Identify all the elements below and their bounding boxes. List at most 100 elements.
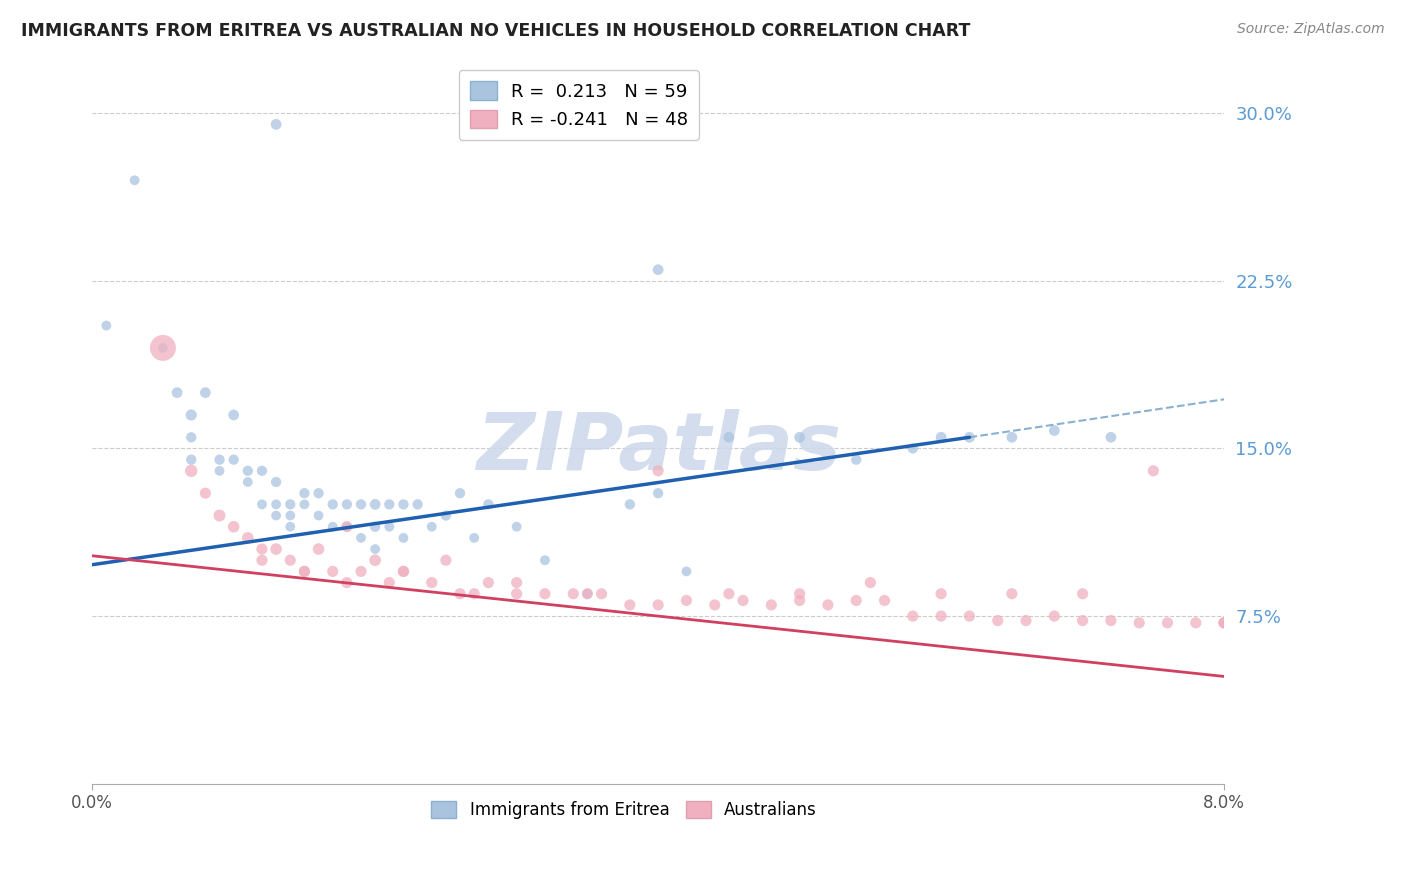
Point xyxy=(364,542,387,557)
Point xyxy=(278,497,301,511)
Point xyxy=(322,519,344,533)
Point xyxy=(208,464,231,478)
Point xyxy=(929,587,952,601)
Point xyxy=(236,531,259,545)
Point xyxy=(180,452,202,467)
Point xyxy=(336,497,359,511)
Point xyxy=(278,508,301,523)
Point xyxy=(957,430,980,444)
Point xyxy=(1128,615,1150,630)
Point xyxy=(591,587,613,601)
Point xyxy=(420,575,443,590)
Point xyxy=(392,565,415,579)
Point xyxy=(392,565,415,579)
Point xyxy=(1071,587,1094,601)
Point xyxy=(336,575,359,590)
Point xyxy=(194,486,217,500)
Point xyxy=(308,542,330,557)
Point xyxy=(308,486,330,500)
Point xyxy=(264,542,287,557)
Point xyxy=(278,553,301,567)
Point xyxy=(957,609,980,624)
Point xyxy=(1071,614,1094,628)
Point xyxy=(350,565,373,579)
Point xyxy=(222,408,245,422)
Point xyxy=(250,497,273,511)
Point xyxy=(152,341,174,355)
Point xyxy=(619,497,641,511)
Point xyxy=(817,598,839,612)
Point xyxy=(534,553,557,567)
Point xyxy=(180,464,202,478)
Point xyxy=(364,519,387,533)
Point xyxy=(1043,424,1066,438)
Point xyxy=(1099,614,1122,628)
Point xyxy=(336,519,359,533)
Point xyxy=(505,519,527,533)
Point xyxy=(378,519,401,533)
Point xyxy=(717,587,740,601)
Point xyxy=(873,593,896,607)
Point xyxy=(576,587,599,601)
Point xyxy=(406,497,429,511)
Point xyxy=(350,497,373,511)
Point xyxy=(647,262,669,277)
Point xyxy=(96,318,118,333)
Point xyxy=(576,587,599,601)
Point xyxy=(124,173,146,187)
Point xyxy=(717,430,740,444)
Point xyxy=(647,598,669,612)
Point xyxy=(236,475,259,489)
Point xyxy=(731,593,754,607)
Point xyxy=(647,464,669,478)
Point xyxy=(1043,609,1066,624)
Point xyxy=(294,486,316,500)
Point xyxy=(294,497,316,511)
Point xyxy=(505,575,527,590)
Point xyxy=(250,553,273,567)
Point xyxy=(180,430,202,444)
Point xyxy=(194,385,217,400)
Point xyxy=(901,609,924,624)
Point xyxy=(364,497,387,511)
Point xyxy=(477,497,499,511)
Legend: Immigrants from Eritrea, Australians: Immigrants from Eritrea, Australians xyxy=(425,794,824,825)
Point xyxy=(350,531,373,545)
Point xyxy=(859,575,882,590)
Point xyxy=(703,598,725,612)
Point xyxy=(222,452,245,467)
Point xyxy=(378,497,401,511)
Point xyxy=(789,587,811,601)
Point xyxy=(264,117,287,131)
Text: IMMIGRANTS FROM ERITREA VS AUSTRALIAN NO VEHICLES IN HOUSEHOLD CORRELATION CHART: IMMIGRANTS FROM ERITREA VS AUSTRALIAN NO… xyxy=(21,22,970,40)
Point xyxy=(264,475,287,489)
Point xyxy=(208,452,231,467)
Point xyxy=(392,531,415,545)
Point xyxy=(1015,614,1038,628)
Point xyxy=(675,593,697,607)
Point xyxy=(1213,615,1236,630)
Point xyxy=(294,565,316,579)
Point xyxy=(534,587,557,601)
Point xyxy=(505,587,527,601)
Point xyxy=(166,385,188,400)
Point xyxy=(987,614,1010,628)
Point xyxy=(378,575,401,590)
Point xyxy=(322,565,344,579)
Point xyxy=(264,497,287,511)
Point xyxy=(236,464,259,478)
Text: Source: ZipAtlas.com: Source: ZipAtlas.com xyxy=(1237,22,1385,37)
Point xyxy=(336,519,359,533)
Point xyxy=(1001,587,1024,601)
Point xyxy=(1213,615,1236,630)
Point xyxy=(619,598,641,612)
Point xyxy=(250,542,273,557)
Point xyxy=(845,593,868,607)
Point xyxy=(901,442,924,456)
Point xyxy=(250,464,273,478)
Point xyxy=(264,508,287,523)
Text: ZIPatlas: ZIPatlas xyxy=(475,409,841,486)
Point xyxy=(1099,430,1122,444)
Point xyxy=(789,593,811,607)
Point xyxy=(392,497,415,511)
